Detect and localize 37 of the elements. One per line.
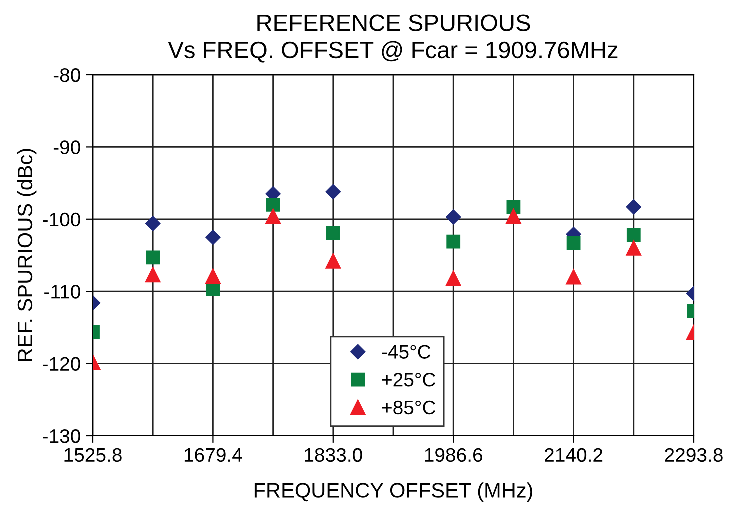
x-tick-label: 1525.8 xyxy=(64,448,122,462)
point xyxy=(266,198,280,212)
point xyxy=(626,240,642,256)
point xyxy=(566,236,581,250)
point xyxy=(566,270,582,285)
point xyxy=(206,268,221,284)
point xyxy=(146,250,160,265)
y-tick-label: -90 xyxy=(54,140,80,154)
point xyxy=(326,254,342,269)
legend-label: +25°C xyxy=(382,373,436,387)
legend-label: -45°C xyxy=(382,345,431,359)
legend-label: +85°C xyxy=(382,400,436,415)
point xyxy=(626,228,641,242)
point xyxy=(506,208,522,224)
y-tick-label: -80 xyxy=(54,68,80,82)
point xyxy=(446,270,462,286)
x-axis-title: FREQUENCY OFFSET (MHz) xyxy=(254,482,532,502)
y-tick-label: -120 xyxy=(43,357,80,372)
point xyxy=(326,184,341,200)
point xyxy=(326,226,340,240)
x-tick-label: 1986.6 xyxy=(425,448,482,462)
x-tick-label: 1833.0 xyxy=(305,448,362,462)
point xyxy=(446,210,462,225)
y-tick-label: -110 xyxy=(44,285,80,299)
point xyxy=(206,230,221,246)
point xyxy=(266,208,281,224)
point xyxy=(446,234,461,249)
y-tick-label: -130 xyxy=(43,429,80,444)
x-tick-label: 1679.4 xyxy=(184,448,242,462)
x-tick-label: 2140.2 xyxy=(545,448,603,462)
x-tick-label: 2293.8 xyxy=(665,448,723,462)
point xyxy=(626,200,642,215)
point xyxy=(145,267,161,283)
y-axis-title: REF. SPURIOUS (dBc) xyxy=(17,149,37,362)
y-tick-label: -100 xyxy=(43,212,80,227)
chart-title: REFERENCE SPURIOUS Vs FREQ. OFFSET @ Fcar = 1909.76MHz xyxy=(168,14,618,63)
point xyxy=(146,216,161,232)
